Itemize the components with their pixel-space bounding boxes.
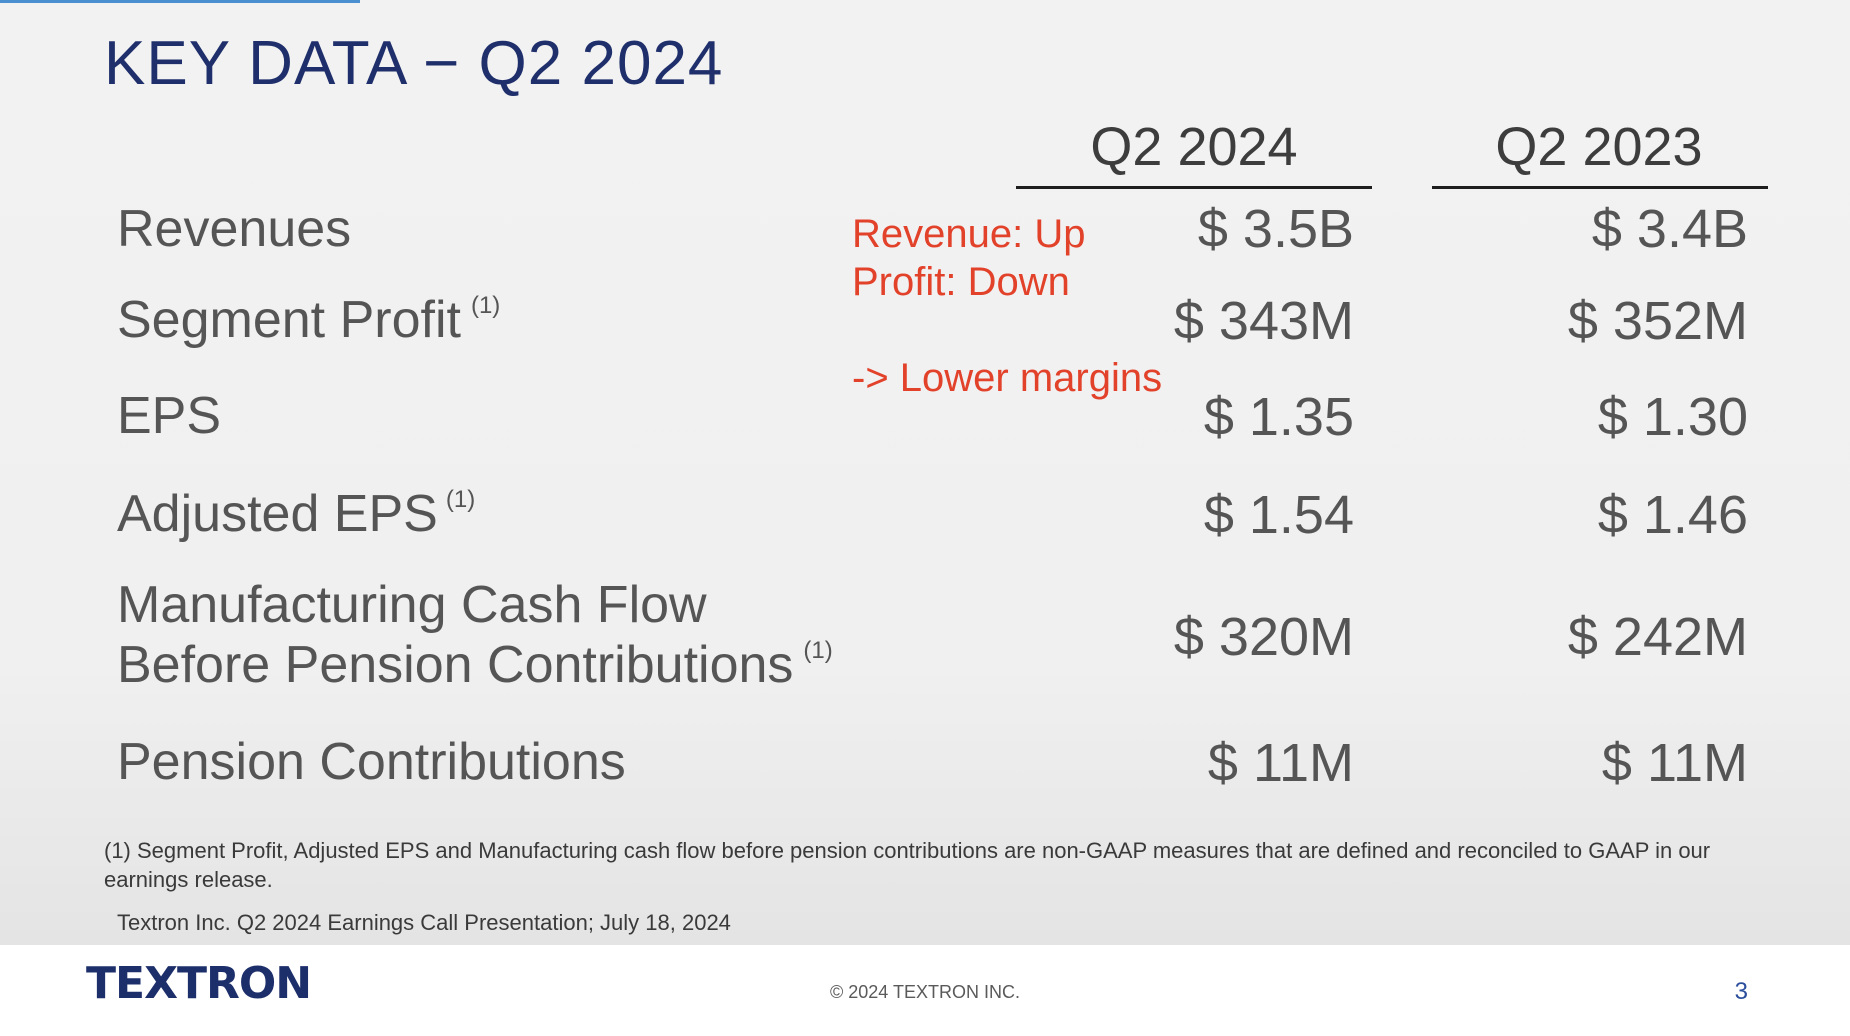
row-label-pension-contributions: Pension Contributions: [117, 733, 626, 793]
column-rule-q2-2024: [1016, 186, 1372, 189]
slide-body: KEY DATA − Q2 2024 Q2 2024 Q2 2023 Reven…: [0, 0, 1850, 945]
revenues-q2-2023: $ 3.4B: [1591, 199, 1748, 259]
row-label-manufacturing-cash-flow: Manufacturing Cash Flow Before Pension C…: [117, 576, 833, 696]
row-label-eps: EPS: [117, 387, 221, 447]
adjusted-eps-q2-2024: $ 1.54: [1203, 485, 1354, 545]
textron-logo: TEXTRON: [86, 958, 312, 1009]
mfg-cash-flow-q2-2023: $ 242M: [1567, 607, 1748, 667]
adjusted-eps-q2-2023: $ 1.46: [1597, 485, 1748, 545]
row-label-segment-profit: Segment Profit (1): [117, 291, 500, 351]
annotation-revenue: Revenue: Up: [852, 212, 1086, 256]
row-label-line2: Before Pension Contributions: [117, 635, 794, 694]
annotation-margins: -> Lower margins: [852, 356, 1163, 400]
revenues-q2-2024: $ 3.5B: [1197, 199, 1354, 259]
row-label-text: EPS: [117, 387, 222, 445]
row-label-adjusted-eps: Adjusted EPS (1): [117, 485, 475, 545]
footnote: (1) Segment Profit, Adjusted EPS and Man…: [104, 838, 1711, 892]
segment-profit-q2-2023: $ 352M: [1567, 291, 1748, 351]
row-label-line1: Manufacturing Cash Flow: [117, 576, 707, 634]
footnote-marker: (1): [470, 292, 501, 319]
row-label-text: Segment Profit: [117, 291, 461, 349]
footnote-marker: (1): [445, 486, 476, 513]
column-rule-q2-2023: [1432, 186, 1768, 189]
pension-q2-2023: $ 11M: [1601, 733, 1748, 793]
footnote-marker: (1): [803, 636, 833, 664]
page-number: 3: [1734, 978, 1748, 1005]
row-label-text: Adjusted EPS: [117, 485, 438, 543]
annotation-profit: Profit: Down: [852, 260, 1070, 304]
row-label-text: Revenues: [117, 200, 352, 258]
mfg-cash-flow-q2-2024: $ 320M: [1173, 607, 1354, 667]
page-title: KEY DATA − Q2 2024: [104, 29, 724, 98]
eps-q2-2023: $ 1.30: [1597, 387, 1748, 447]
row-label-line2-wrap: Before Pension Contributions (1): [117, 636, 833, 696]
column-header-q2-2024: Q2 2024: [1090, 117, 1298, 177]
column-header-q2-2023: Q2 2023: [1495, 117, 1703, 177]
source-citation: Textron Inc. Q2 2024 Earnings Call Prese…: [117, 910, 731, 935]
row-label-text: Pension Contributions: [117, 733, 626, 791]
eps-q2-2024: $ 1.35: [1203, 387, 1354, 447]
accent-line: [0, 0, 360, 3]
pension-q2-2024: $ 11M: [1207, 733, 1354, 793]
row-label-revenues: Revenues: [117, 200, 351, 260]
segment-profit-q2-2024: $ 343M: [1173, 291, 1354, 351]
footer-bar: [0, 945, 1850, 1036]
copyright: © 2024 TEXTRON INC.: [830, 982, 1020, 1002]
